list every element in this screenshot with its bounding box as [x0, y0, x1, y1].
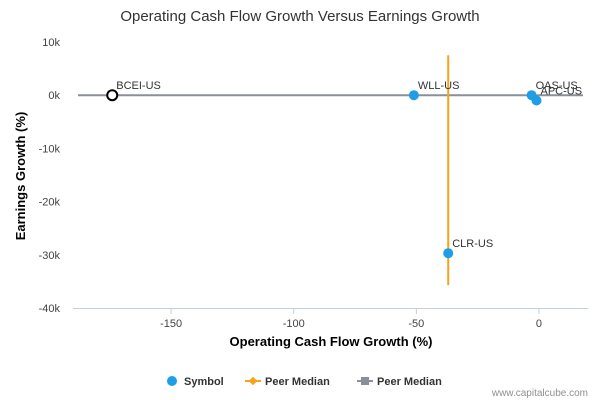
data-point-label: WLL-US	[418, 80, 460, 92]
legend-item: Peer Median	[245, 376, 330, 388]
y-axis-title: Earnings Growth (%)	[13, 112, 28, 241]
data-point-label: OAS-US	[536, 80, 578, 92]
y-tick-label: -30k	[39, 250, 61, 262]
legend-marker-square	[361, 377, 369, 385]
data-point	[443, 248, 454, 259]
data-point-label: BCEI-US	[116, 80, 161, 92]
credit-text: www.capitalcube.com	[491, 388, 588, 399]
data-point	[408, 90, 419, 101]
x-tick-label: 0	[536, 318, 542, 330]
legend-label: Symbol	[184, 376, 224, 388]
legend-label: Peer Median	[377, 376, 442, 388]
legend-label: Peer Median	[265, 376, 330, 388]
data-point-highlighted	[106, 89, 119, 102]
data-point	[531, 95, 542, 106]
median-lines	[78, 55, 583, 286]
y-tick-label: -10k	[39, 143, 61, 155]
x-axis-ticks: -150 -100 -50 0	[160, 308, 542, 330]
y-tick-label: 10k	[42, 37, 60, 49]
x-axis-title: Operating Cash Flow Growth (%)	[230, 334, 433, 349]
data-points	[106, 89, 542, 259]
y-tick-label: 0k	[48, 90, 60, 102]
data-point-label: CLR-US	[452, 238, 493, 250]
x-tick-label: -100	[283, 318, 305, 330]
x-tick-label: -150	[160, 318, 182, 330]
legend-item: Symbol	[167, 376, 224, 388]
y-tick-label: -20k	[39, 197, 61, 209]
legend-marker-diamond	[248, 376, 258, 386]
data-point-label: APC-US	[541, 86, 583, 98]
x-tick-label: -50	[408, 318, 424, 330]
legend-marker-circle	[167, 376, 177, 386]
legend: Symbol Peer Median Peer Median	[167, 376, 442, 388]
y-axis-ticks: 10k 0k -10k -20k -30k -40k	[39, 37, 61, 315]
chart-title: Operating Cash Flow Growth Versus Earnin…	[120, 8, 479, 25]
legend-item: Peer Median	[357, 376, 442, 388]
y-tick-label: -40k	[39, 303, 61, 315]
